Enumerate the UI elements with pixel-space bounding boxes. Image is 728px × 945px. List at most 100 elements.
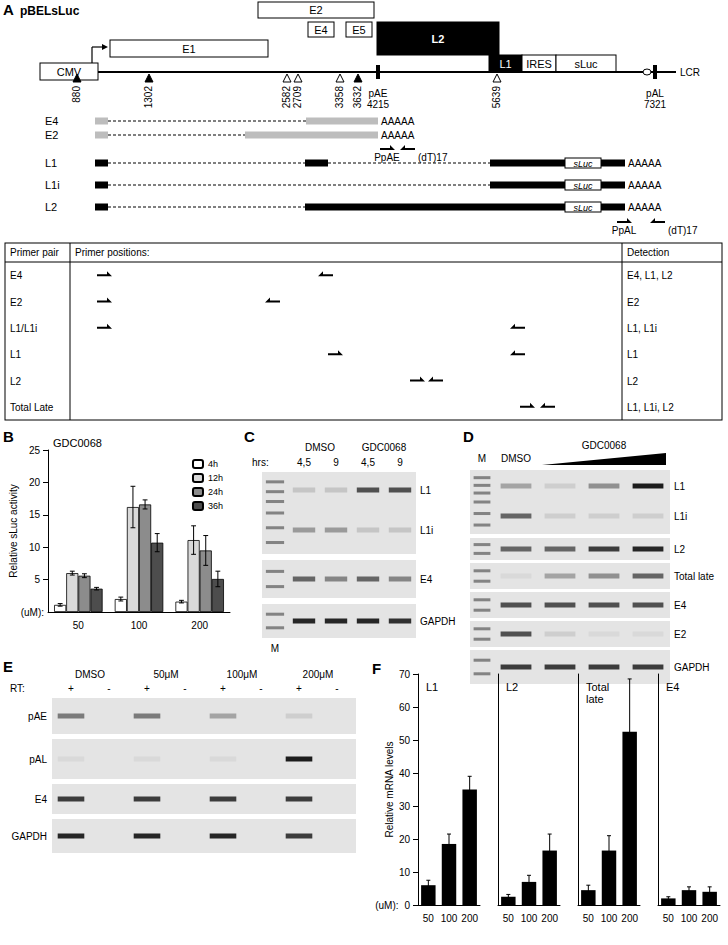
svg-text:Primer positions:: Primer positions:	[75, 247, 149, 258]
svg-text:L1: L1	[499, 58, 511, 70]
svg-text:L2: L2	[674, 544, 686, 555]
svg-text:AAAAA: AAAAA	[628, 180, 662, 191]
svg-text:E2: E2	[10, 297, 23, 308]
svg-text:E4: E4	[45, 115, 58, 127]
svg-text:D: D	[463, 428, 474, 445]
svg-text:pAE: pAE	[28, 711, 47, 722]
svg-text:9: 9	[397, 457, 403, 468]
svg-text:AAAAA: AAAAA	[628, 202, 662, 213]
svg-text:880: 880	[71, 86, 82, 103]
svg-text:late: late	[586, 693, 604, 705]
svg-text:5639: 5639	[491, 86, 502, 109]
svg-text:E4: E4	[666, 681, 679, 693]
svg-text:B: B	[3, 428, 14, 445]
svg-text:E4: E4	[314, 24, 327, 36]
svg-text:(dT)17: (dT)17	[668, 225, 698, 236]
svg-text:Detection: Detection	[627, 247, 669, 258]
svg-text:(uM):: (uM):	[375, 900, 398, 911]
svg-text:25: 25	[29, 445, 41, 456]
svg-text:sLuc: sLuc	[574, 58, 598, 70]
svg-text:30: 30	[399, 801, 411, 812]
svg-text:L1, L1i: L1, L1i	[627, 323, 657, 334]
svg-text:100: 100	[601, 913, 618, 924]
svg-text:200: 200	[191, 620, 208, 631]
svg-text:E2: E2	[309, 4, 322, 16]
svg-text:L1, L1i, L2: L1, L1i, L2	[627, 402, 674, 413]
svg-text:pBELsLuc: pBELsLuc	[20, 4, 80, 18]
svg-text:L2: L2	[432, 33, 445, 45]
svg-text:DMSO: DMSO	[75, 669, 105, 680]
svg-text:50: 50	[423, 913, 435, 924]
svg-text:+: +	[68, 683, 74, 694]
svg-text:M: M	[478, 453, 486, 464]
svg-text:hrs:: hrs:	[252, 457, 269, 468]
svg-text:4h: 4h	[208, 459, 218, 469]
svg-text:GAPDH: GAPDH	[674, 662, 710, 673]
svg-text:9: 9	[333, 457, 339, 468]
svg-text:15: 15	[29, 509, 41, 520]
svg-text:-: -	[335, 683, 338, 694]
svg-text:AAAAA: AAAAA	[381, 116, 415, 127]
svg-text:Primer pair: Primer pair	[10, 247, 60, 258]
svg-text:12h: 12h	[208, 473, 223, 483]
svg-text:50: 50	[503, 913, 515, 924]
svg-text:1302: 1302	[143, 86, 154, 109]
svg-text:GDC0068: GDC0068	[582, 440, 627, 451]
svg-text:L2: L2	[627, 376, 639, 387]
svg-text:40: 40	[399, 768, 411, 779]
svg-text:50: 50	[73, 620, 85, 631]
svg-text:4,5: 4,5	[361, 457, 375, 468]
svg-text:100μM: 100μM	[227, 669, 258, 680]
svg-text:L1: L1	[45, 157, 57, 169]
svg-text:+: +	[296, 683, 302, 694]
svg-text:+: +	[144, 683, 150, 694]
svg-text:L1/L1i: L1/L1i	[10, 323, 37, 334]
svg-text:E4: E4	[674, 600, 687, 611]
svg-text:AAAAA: AAAAA	[628, 158, 662, 169]
svg-text:200: 200	[621, 913, 638, 924]
svg-text:E4: E4	[420, 574, 433, 585]
svg-text:GDC0068: GDC0068	[362, 442, 407, 453]
svg-text:Relative sLuc activity: Relative sLuc activity	[8, 484, 19, 577]
svg-text:C: C	[244, 428, 255, 445]
svg-text:2582: 2582	[281, 86, 292, 109]
svg-text:L1: L1	[627, 349, 639, 360]
svg-text:pAE: pAE	[369, 88, 388, 99]
svg-text:PpAL: PpAL	[612, 225, 637, 236]
svg-text:AAAAA: AAAAA	[381, 130, 415, 141]
svg-text:L1: L1	[674, 481, 686, 492]
svg-text:200: 200	[541, 913, 558, 924]
svg-text:20: 20	[29, 477, 41, 488]
svg-text:E4: E4	[10, 270, 23, 281]
svg-text:Relative mRNA levels: Relative mRNA levels	[384, 741, 395, 837]
svg-text:GAPDH: GAPDH	[420, 616, 456, 627]
svg-text:5: 5	[34, 574, 40, 585]
svg-text:E: E	[3, 658, 13, 675]
svg-text:(dT)17: (dT)17	[418, 152, 448, 163]
svg-text:-: -	[107, 683, 110, 694]
svg-text:L2: L2	[10, 376, 22, 387]
svg-text:3632: 3632	[352, 86, 363, 109]
svg-text:Total late: Total late	[674, 571, 714, 582]
svg-text:50: 50	[663, 913, 675, 924]
svg-text:100: 100	[441, 913, 458, 924]
svg-text:LCR: LCR	[680, 67, 700, 78]
svg-text:L2: L2	[506, 681, 518, 693]
svg-text:E4: E4	[35, 794, 48, 805]
svg-text:50: 50	[583, 913, 595, 924]
svg-text:GDC0068: GDC0068	[53, 437, 102, 449]
svg-text:Total Late: Total Late	[10, 402, 54, 413]
svg-text:+: +	[220, 683, 226, 694]
svg-text:GAPDH: GAPDH	[11, 831, 47, 842]
svg-text:L1i: L1i	[674, 511, 687, 522]
svg-text:M: M	[271, 643, 279, 654]
svg-text:E5: E5	[352, 24, 365, 36]
svg-text:pAL: pAL	[646, 88, 664, 99]
svg-text:DMSO: DMSO	[501, 453, 531, 464]
svg-text:0: 0	[404, 900, 410, 911]
svg-text:L1i: L1i	[45, 179, 60, 191]
svg-text:E4, L1, L2: E4, L1, L2	[627, 270, 673, 281]
svg-text:50μM: 50μM	[153, 669, 178, 680]
svg-text:-: -	[183, 683, 186, 694]
svg-text:L1: L1	[426, 681, 438, 693]
